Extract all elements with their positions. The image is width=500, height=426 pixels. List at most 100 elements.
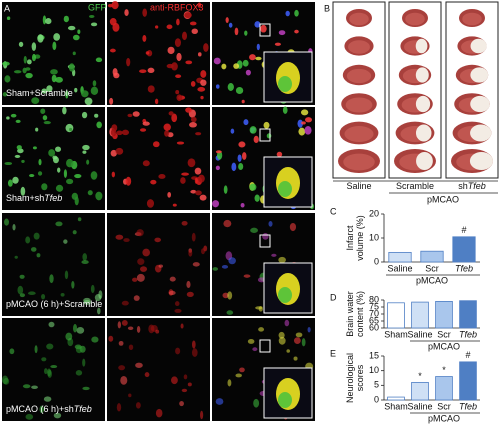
cell bbox=[176, 141, 185, 145]
cell bbox=[139, 128, 147, 132]
cell bbox=[231, 162, 237, 172]
cell bbox=[285, 10, 290, 17]
cell bbox=[187, 158, 196, 168]
cell bbox=[135, 402, 141, 409]
slice-frame bbox=[445, 1, 499, 179]
bar bbox=[411, 381, 429, 401]
cell bbox=[278, 30, 286, 36]
label-text: pMCAO (6 h)+sh bbox=[6, 404, 74, 414]
cell bbox=[45, 18, 52, 25]
cell bbox=[235, 373, 242, 378]
cell bbox=[87, 190, 93, 196]
cell bbox=[25, 236, 31, 244]
cell bbox=[127, 113, 133, 118]
cell bbox=[22, 384, 31, 389]
cell bbox=[110, 128, 117, 137]
cell bbox=[297, 119, 303, 128]
cell bbox=[91, 336, 99, 343]
infarct bbox=[470, 67, 489, 83]
cell bbox=[166, 24, 173, 30]
panel-label: C bbox=[330, 206, 337, 216]
cell bbox=[243, 274, 251, 278]
cell bbox=[176, 52, 182, 62]
cell bbox=[26, 59, 32, 65]
cell bbox=[126, 57, 131, 67]
cell bbox=[111, 1, 119, 10]
brain-slice-inner bbox=[462, 12, 482, 26]
cell bbox=[253, 398, 260, 408]
cell bbox=[89, 14, 95, 18]
cell bbox=[135, 362, 143, 368]
cell bbox=[116, 130, 123, 136]
cell bbox=[305, 117, 313, 123]
cell bbox=[137, 258, 145, 265]
cell bbox=[158, 173, 166, 179]
cell bbox=[185, 60, 193, 65]
cell bbox=[42, 115, 48, 121]
cell bbox=[142, 35, 147, 42]
cell bbox=[268, 221, 273, 227]
cell bbox=[289, 222, 297, 232]
cell bbox=[187, 382, 192, 387]
cell bbox=[192, 262, 200, 267]
cell bbox=[60, 292, 65, 297]
cell bbox=[64, 270, 69, 280]
bar bbox=[435, 300, 453, 329]
cell bbox=[183, 374, 188, 380]
cell bbox=[278, 256, 286, 263]
panel-label: A bbox=[4, 3, 10, 13]
cell bbox=[146, 199, 155, 208]
x-tick-label: Scr bbox=[437, 329, 451, 339]
cell bbox=[301, 338, 306, 347]
y-axis-label-line: content (%) bbox=[355, 291, 365, 337]
cell bbox=[140, 266, 148, 272]
cell bbox=[233, 63, 240, 69]
cell bbox=[213, 57, 221, 65]
cell bbox=[4, 75, 11, 83]
cell bbox=[188, 249, 193, 257]
cell bbox=[37, 34, 44, 43]
cell bbox=[200, 95, 204, 100]
cell bbox=[189, 122, 197, 128]
cell bbox=[245, 69, 251, 76]
label-text: Saline bbox=[346, 181, 371, 191]
y-tick-label: 75 bbox=[369, 301, 379, 311]
cell bbox=[128, 344, 134, 350]
cell bbox=[4, 161, 13, 166]
cell bbox=[181, 388, 188, 393]
inset-cell bbox=[278, 76, 292, 92]
label-text: Sham+sh bbox=[6, 193, 44, 203]
cell bbox=[128, 393, 132, 398]
cell bbox=[197, 52, 202, 57]
cell bbox=[41, 293, 46, 300]
significance: * bbox=[418, 371, 422, 381]
cell bbox=[16, 145, 22, 150]
cell bbox=[95, 191, 103, 201]
cell bbox=[227, 83, 234, 91]
cell bbox=[174, 38, 181, 48]
cell bbox=[23, 55, 27, 64]
label-italic: Tfeb bbox=[74, 404, 92, 414]
y-tick-label: 0 bbox=[374, 394, 379, 404]
cell bbox=[110, 149, 117, 157]
cell bbox=[2, 61, 10, 66]
cell bbox=[48, 149, 56, 157]
significance: # bbox=[465, 350, 470, 360]
cell bbox=[171, 113, 178, 123]
cell bbox=[197, 87, 206, 92]
cell bbox=[212, 267, 219, 271]
condition-label: pMCAO bbox=[427, 194, 459, 204]
cell bbox=[186, 291, 194, 298]
cell bbox=[43, 368, 48, 375]
roi-box bbox=[259, 339, 271, 353]
cell bbox=[69, 127, 73, 132]
cell bbox=[176, 18, 180, 26]
cell bbox=[30, 247, 37, 252]
cell bbox=[223, 219, 232, 228]
significance: # bbox=[461, 225, 466, 235]
brain-slice-inner bbox=[348, 40, 370, 54]
cell bbox=[63, 239, 68, 244]
cell bbox=[142, 160, 150, 167]
cell bbox=[215, 84, 220, 89]
cell bbox=[191, 348, 198, 357]
